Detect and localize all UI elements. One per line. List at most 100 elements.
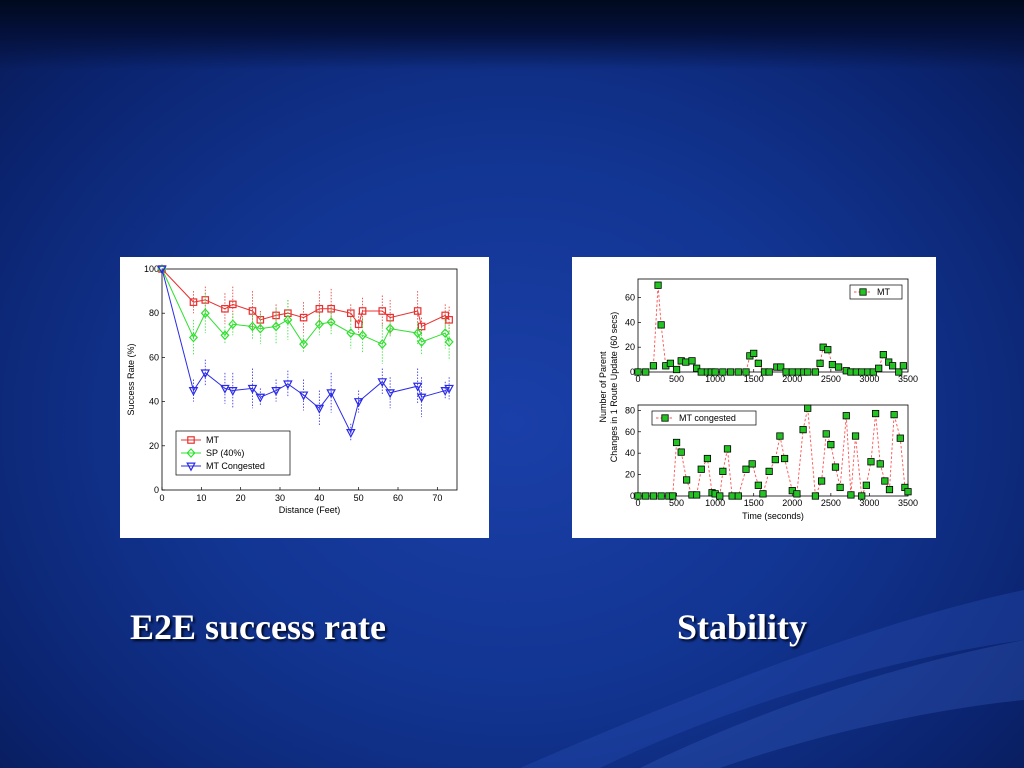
data-point xyxy=(444,384,454,394)
data-point xyxy=(804,404,812,412)
data-point xyxy=(750,349,758,357)
data-point xyxy=(723,445,732,453)
x-tick-label: 500 xyxy=(669,374,684,384)
data-point xyxy=(899,362,907,370)
data-point xyxy=(711,368,719,376)
data-point xyxy=(799,426,807,434)
data-point xyxy=(754,359,762,367)
x-tick-label: 50 xyxy=(354,493,364,503)
data-point xyxy=(777,363,785,371)
data-point xyxy=(314,404,325,414)
x-tick-label: 3500 xyxy=(898,498,918,508)
data-point xyxy=(875,364,883,372)
x-tick-label: 2000 xyxy=(782,374,802,384)
data-point xyxy=(867,458,875,466)
caption-stability: Stability xyxy=(677,607,808,647)
data-point xyxy=(697,368,705,376)
y-tick-label: 60 xyxy=(625,293,635,303)
data-point xyxy=(188,332,198,343)
y-tick-label: 0 xyxy=(630,367,635,377)
data-point xyxy=(858,492,866,500)
data-point xyxy=(827,441,835,449)
data-point xyxy=(771,455,779,464)
data-point xyxy=(669,492,677,500)
legend-label: MT congested xyxy=(679,413,736,423)
success-rate-chart: 0 10 20 30 40 50 60 70 0 20 40 60 80 100 Distance (Fee… xyxy=(126,264,458,515)
x-tick-label: 1500 xyxy=(744,498,764,508)
legend-marker xyxy=(186,448,196,458)
x-tick-label: 20 xyxy=(236,493,246,503)
data-point xyxy=(200,308,210,319)
data-point xyxy=(879,351,887,359)
data-point xyxy=(298,391,309,401)
data-point xyxy=(315,304,324,313)
legend-label: MT xyxy=(206,435,219,445)
data-point xyxy=(377,339,387,350)
data-point xyxy=(748,460,756,468)
x-tick-label: 40 xyxy=(314,493,324,503)
data-point xyxy=(828,360,837,369)
data-point xyxy=(869,368,877,376)
data-point xyxy=(842,412,850,420)
y-axis-label-line-2: Changes in 1 Route Update (60 secs) xyxy=(609,312,619,463)
stability-chart-panel: 0 500 1000 1500 2000 2500 3000 3500 0 20 40 60 MT 0 50… xyxy=(572,257,936,538)
y-axis-label: Success Rate (%) xyxy=(126,343,136,415)
data-point xyxy=(765,368,773,376)
data-point xyxy=(440,387,451,397)
legend-label: SP (40%) xyxy=(206,448,244,458)
data-point xyxy=(326,317,336,327)
x-tick-label: 0 xyxy=(635,498,640,508)
data-point xyxy=(444,337,454,347)
y-tick-label: 40 xyxy=(625,317,635,327)
data-point xyxy=(247,384,258,394)
data-point xyxy=(672,438,681,447)
x-tick-label: 0 xyxy=(635,374,640,384)
data-point xyxy=(255,323,265,334)
x-axis-label: Time (seconds) xyxy=(742,511,804,521)
data-point xyxy=(283,380,293,390)
y-tick-label: 20 xyxy=(149,441,159,451)
x-tick-label: 2500 xyxy=(821,498,841,508)
data-point xyxy=(831,463,840,471)
data-point xyxy=(734,368,742,376)
data-point xyxy=(378,307,387,315)
data-point xyxy=(228,300,237,309)
data-point xyxy=(847,491,855,499)
y-tick-label: 40 xyxy=(625,448,635,458)
x-tick-label: 10 xyxy=(196,493,206,503)
data-point xyxy=(788,368,796,376)
data-point xyxy=(299,339,309,350)
data-point xyxy=(683,476,691,484)
plot-frame xyxy=(161,268,458,491)
data-point xyxy=(221,304,229,313)
x-tick-label: 0 xyxy=(159,493,164,503)
legend-label: MT xyxy=(877,287,890,297)
data-point xyxy=(228,319,238,330)
x-tick-label: 70 xyxy=(432,493,442,503)
y-tick-label: 40 xyxy=(149,397,159,407)
data-point xyxy=(672,365,681,374)
x-axis-label: Distance (Feet) xyxy=(279,505,341,515)
data-point xyxy=(817,477,826,485)
plot-frame xyxy=(637,404,909,497)
data-point xyxy=(703,454,712,463)
data-point xyxy=(811,368,820,376)
y-tick-label: 20 xyxy=(625,470,635,480)
data-point xyxy=(440,328,450,338)
data-point xyxy=(413,328,423,338)
data-point xyxy=(862,481,870,489)
data-point xyxy=(719,368,727,376)
data-point xyxy=(634,368,642,376)
data-point xyxy=(649,362,658,370)
data-point xyxy=(642,492,650,500)
data-point xyxy=(688,357,696,365)
x-tick-label: 2500 xyxy=(821,374,841,384)
y-axis-label-line-1: Number of Parent xyxy=(598,351,608,423)
y-tick-label: 20 xyxy=(625,342,635,352)
y-tick-label: 0 xyxy=(154,485,159,495)
legend-marker xyxy=(859,288,867,296)
data-point xyxy=(836,483,844,492)
data-point xyxy=(765,467,773,475)
data-point xyxy=(445,316,453,324)
